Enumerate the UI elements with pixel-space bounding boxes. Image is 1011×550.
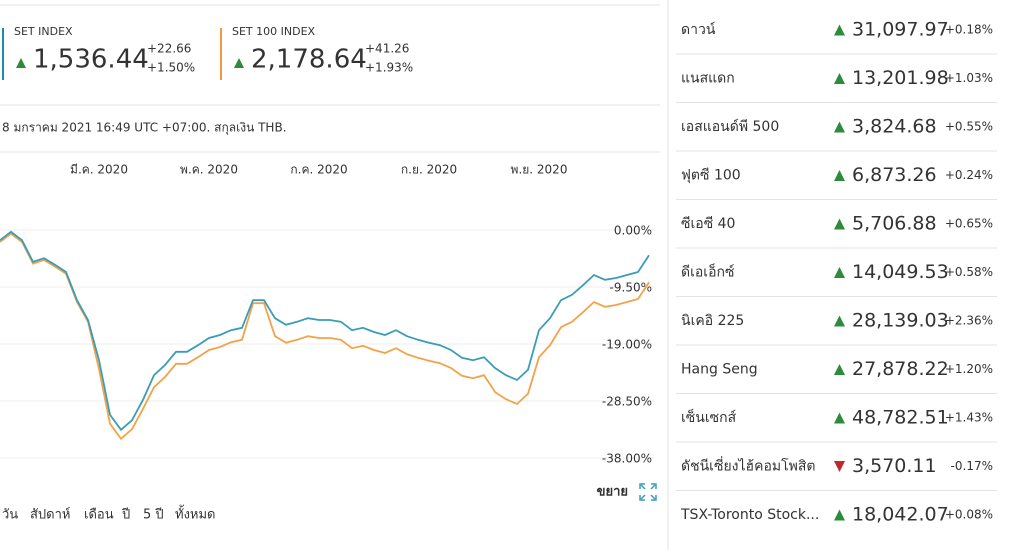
market-name[interactable]: แนสแดก [681, 71, 735, 87]
index-value: 2,178.64 [251, 45, 367, 75]
market-name[interactable]: ดีเอเอ็กซ์ [681, 263, 734, 281]
direction-arrow [834, 73, 845, 84]
index-name: SET 100 INDEX [232, 25, 316, 38]
note: 8 มกราคม 2021 16:49 UTC +07:00. สกุลเงิน… [2, 121, 287, 136]
direction-arrow [834, 24, 845, 36]
x-tick-label: พ.ย. 2020 [511, 163, 568, 177]
range-button[interactable]: ทั้งหมด [175, 505, 216, 523]
market-change: +0.08% [945, 508, 993, 522]
direction-arrow [834, 170, 845, 181]
y-tick-label: -9.50% [610, 281, 652, 295]
market-change: +0.55% [945, 120, 993, 134]
market-value: 3,824.68 [852, 116, 937, 138]
index-name: SET INDEX [14, 25, 73, 38]
market-change: +0.58% [945, 265, 993, 279]
x-tick-label: มี.ค. 2020 [70, 163, 128, 177]
market-value: 6,873.26 [852, 164, 937, 186]
series-line [0, 232, 650, 441]
market-value: 48,782.51 [852, 407, 949, 429]
index-change: +22.66 [147, 42, 191, 56]
expand-icon[interactable] [639, 483, 657, 501]
range-button[interactable]: 5 ปี [143, 507, 164, 523]
market-name[interactable]: นิเคอิ 225 [681, 313, 744, 329]
market-name[interactable]: ดัชนีเซี่ยงไฮ้คอมโพสิต [681, 457, 815, 475]
direction-arrow [16, 58, 26, 68]
x-tick-label: พ.ค. 2020 [180, 163, 238, 177]
x-tick-label: ก.ค. 2020 [290, 163, 347, 177]
market-change: +0.65% [945, 217, 993, 231]
y-tick-label: 0.00% [614, 224, 652, 238]
direction-arrow [834, 315, 845, 327]
range-button[interactable]: สัปดาห์ [30, 507, 71, 523]
range-button[interactable]: เดือน [84, 507, 114, 523]
direction-arrow [834, 121, 845, 133]
index-change-pct: +1.50% [147, 61, 195, 75]
market-change: +1.43% [945, 411, 993, 425]
market-change: +1.20% [945, 362, 993, 376]
market-value: 31,097.97 [852, 19, 949, 41]
direction-arrow [834, 218, 845, 230]
market-name[interactable]: TSX-Toronto Stock... [680, 507, 819, 523]
market-value: 27,878.22 [852, 358, 949, 380]
direction-arrow [834, 412, 845, 424]
market-change: +2.36% [945, 314, 993, 328]
direction-arrow [834, 267, 845, 278]
direction-arrow [834, 461, 845, 472]
index-change: +41.26 [365, 42, 409, 56]
market-change: -0.17% [951, 459, 993, 473]
direction-arrow [834, 364, 845, 375]
series-line [0, 230, 650, 432]
market-value: 18,042.07 [852, 504, 949, 526]
y-tick-label: -28.50% [602, 395, 652, 409]
index-value: 1,536.44 [33, 45, 149, 75]
market-value: 5,706.88 [852, 213, 937, 235]
market-change: +0.24% [945, 168, 993, 182]
market-value: 3,570.11 [852, 455, 937, 477]
x-tick-label: ก.ย. 2020 [401, 163, 457, 177]
y-tick-label: -38.00% [602, 452, 652, 466]
market-name[interactable]: เซ็นเซกส์ [681, 408, 737, 426]
market-change: +0.18% [945, 23, 993, 37]
y-tick-label: -19.00% [602, 338, 652, 352]
direction-arrow [834, 509, 845, 521]
market-change: +1.03% [945, 71, 993, 85]
expand-button[interactable]: ขยาย [597, 485, 628, 500]
market-name[interactable]: ฟุตซี 100 [681, 168, 741, 184]
range-button[interactable]: วัน [2, 508, 18, 523]
market-name[interactable]: เอสแอนด์พี 500 [681, 118, 779, 135]
index-change-pct: +1.93% [365, 61, 413, 75]
direction-arrow [234, 58, 244, 68]
market-name[interactable]: ซีเอซี 40 [681, 216, 735, 232]
range-button[interactable]: ปี [121, 507, 130, 523]
market-name[interactable]: ดาวน์ [681, 21, 716, 38]
market-name[interactable]: Hang Seng [681, 362, 758, 378]
market-value: 28,139.03 [852, 310, 949, 332]
market-value: 14,049.53 [852, 261, 949, 283]
market-value: 13,201.98 [852, 67, 949, 89]
